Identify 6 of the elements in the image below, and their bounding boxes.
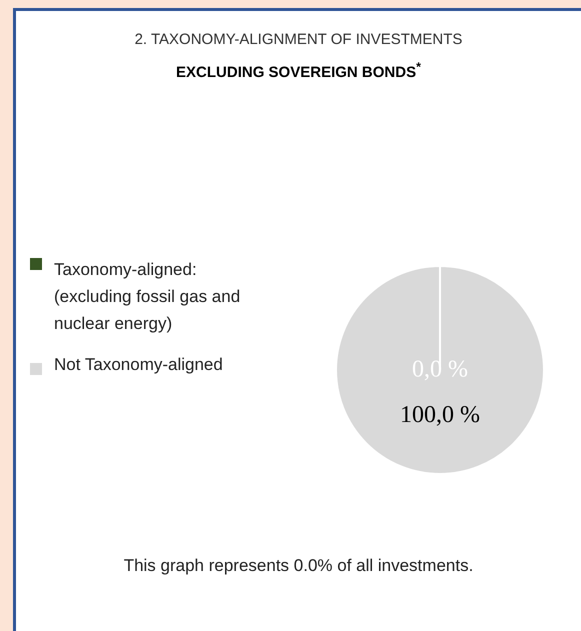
text: This graph represents 0.0% of all investments.: [122, 556, 474, 576]
data-label: 100,0 %: [400, 402, 480, 428]
chart-subtitle: EXCLUDING SOVEREIGN BONDS$^{*}$: [175, 60, 422, 81]
legend-label: Taxonomy-aligned: (excluding fossil gas and nuclear energy): [54, 260, 240, 333]
legend-label: Not Taxonomy-aligned: [54, 355, 223, 374]
chart-title: 2. TAXONOMY-ALIGNMENT OF INVESTMENTS: [134, 31, 464, 48]
